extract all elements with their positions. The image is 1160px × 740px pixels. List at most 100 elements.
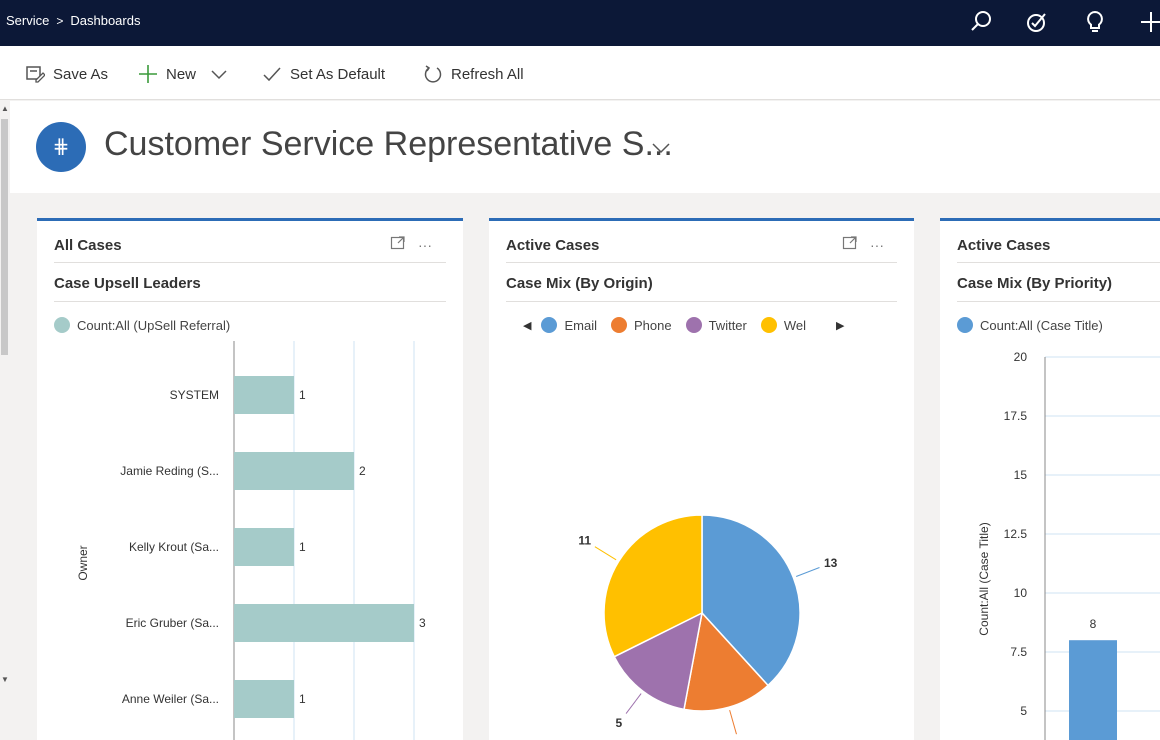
leader-line bbox=[625, 693, 642, 714]
upsell-leaders-card: All Cases ··· Case Upsell Leaders Count:… bbox=[37, 218, 463, 740]
command-bar: Save As New Set As Default Refresh All bbox=[0, 46, 1160, 100]
pie-slice bbox=[603, 514, 703, 658]
scroll-up-arrow-icon[interactable]: ▲ bbox=[1, 104, 9, 113]
category-label: Anne Weiler (Sa... bbox=[122, 692, 219, 706]
expand-chart-icon[interactable] bbox=[390, 235, 406, 254]
legend-swatch bbox=[957, 317, 973, 333]
legend-item-web: Wel bbox=[760, 317, 807, 333]
chart-title: Case Upsell Leaders bbox=[54, 275, 201, 292]
legend-item-phone: Phone bbox=[610, 317, 672, 333]
bar bbox=[234, 680, 294, 718]
scroll-down-arrow-icon[interactable]: ▼ bbox=[1, 675, 9, 684]
divider bbox=[957, 301, 1160, 302]
lightbulb-icon[interactable] bbox=[1082, 9, 1108, 35]
add-icon[interactable] bbox=[1138, 9, 1160, 35]
upsell-bar-chart: SYSTEM 1 Jamie Reding (S... 2 Kelly Krout (S… bbox=[76, 341, 426, 740]
tick-label: 15 bbox=[1014, 468, 1028, 482]
more-options-icon[interactable]: ··· bbox=[870, 236, 884, 253]
category-label: Kelly Krout (Sa... bbox=[129, 540, 219, 554]
tick-label: 17.5 bbox=[1004, 409, 1028, 423]
refresh-icon bbox=[423, 64, 443, 84]
task-check-icon[interactable] bbox=[1024, 9, 1050, 35]
dashboard-header: ⋕ Customer Service Representative S... bbox=[10, 101, 1160, 193]
dashboard-selector-chevron-icon[interactable] bbox=[650, 137, 672, 159]
data-label: 2 bbox=[359, 464, 366, 478]
card-tools: ··· bbox=[390, 235, 432, 254]
chart-legend: ◀ Email Phone Twitter Wel ▶ bbox=[513, 317, 855, 333]
data-label: 5 bbox=[615, 716, 622, 730]
data-label: 1 bbox=[299, 388, 306, 402]
bar bbox=[234, 528, 294, 566]
bar bbox=[1069, 640, 1117, 740]
y-axis-title: Owner bbox=[76, 545, 90, 580]
bar bbox=[234, 604, 414, 642]
set-as-default-button[interactable]: Set As Default bbox=[262, 63, 385, 85]
breadcrumb-separator: > bbox=[56, 13, 64, 28]
legend-label: Wel bbox=[783, 317, 807, 333]
legend-swatch bbox=[541, 317, 558, 333]
breadcrumb-dashboards-link[interactable]: Dashboards bbox=[70, 13, 141, 28]
expand-chart-icon[interactable] bbox=[842, 235, 858, 254]
chart-legend: Count:All (UpSell Referral) bbox=[54, 317, 230, 333]
case-mix-origin-card: Active Cases ··· Case Mix (By Origin) ◀ … bbox=[489, 218, 914, 740]
legend-item-email: Email bbox=[541, 317, 597, 333]
chevron-down-icon[interactable] bbox=[210, 65, 228, 83]
search-icon[interactable] bbox=[968, 9, 994, 35]
data-label: 1 bbox=[299, 692, 306, 706]
tick-label: 10 bbox=[1014, 586, 1028, 600]
data-label: 5 bbox=[736, 739, 743, 740]
legend-label: Email bbox=[564, 317, 597, 333]
legend-item-twitter: Twitter bbox=[685, 317, 747, 333]
data-label: 1 bbox=[299, 540, 306, 554]
y-axis-title: Count:All (Case Title) bbox=[977, 522, 991, 635]
divider bbox=[957, 262, 1160, 263]
save-as-label: Save As bbox=[53, 65, 109, 83]
plus-icon bbox=[138, 64, 158, 84]
legend-prev-arrow-icon[interactable]: ◀ bbox=[523, 319, 532, 332]
legend-swatch bbox=[54, 317, 70, 333]
chart-title: Case Mix (By Priority) bbox=[957, 275, 1113, 292]
pie-slice bbox=[701, 514, 801, 687]
legend-label: Twitter bbox=[708, 317, 747, 333]
breadcrumb: Service > Dashboards bbox=[6, 13, 140, 28]
legend-label: Count:All (Case Title) bbox=[980, 317, 1103, 333]
new-button[interactable]: New bbox=[138, 63, 228, 85]
data-label: 3 bbox=[419, 616, 426, 630]
divider bbox=[54, 301, 446, 302]
category-label: Eric Gruber (Sa... bbox=[126, 616, 219, 630]
legend-swatch bbox=[760, 317, 777, 333]
tick-label: 5 bbox=[1020, 704, 1027, 718]
refresh-all-label: Refresh All bbox=[451, 65, 524, 83]
priority-bar-chart: 5 7.5 10 12.5 15 17.5 20 8 Count:All (Case Title… bbox=[977, 350, 1160, 740]
card-entity-title: Active Cases bbox=[957, 237, 1051, 254]
top-nav-bar: Service > Dashboards bbox=[0, 0, 1160, 46]
refresh-all-button[interactable]: Refresh All bbox=[423, 63, 524, 85]
dashboard-title: Customer Service Representative S... bbox=[104, 125, 673, 163]
divider bbox=[54, 262, 446, 263]
divider bbox=[506, 301, 897, 302]
legend-swatch bbox=[610, 317, 627, 333]
bar bbox=[234, 376, 294, 414]
legend-label: Count:All (UpSell Referral) bbox=[77, 317, 231, 333]
category-label: Jamie Reding (S... bbox=[120, 464, 219, 478]
category-label: SYSTEM bbox=[170, 388, 219, 402]
card-entity-title: All Cases bbox=[54, 237, 122, 254]
scrollbar-thumb[interactable] bbox=[1, 119, 8, 355]
chart-legend: Count:All (Case Title) bbox=[957, 317, 1103, 333]
origin-pie-chart: 13 5 5 11 bbox=[578, 514, 838, 740]
more-options-icon[interactable]: ··· bbox=[418, 236, 432, 253]
case-mix-priority-card: Active Cases Case Mix (By Priority) Coun… bbox=[940, 218, 1160, 740]
vertical-scrollbar[interactable]: ▲ ▼ bbox=[0, 101, 9, 740]
save-as-button[interactable]: Save As bbox=[25, 63, 108, 85]
checkmark-icon bbox=[262, 64, 282, 84]
new-label: New bbox=[166, 65, 197, 83]
legend-next-arrow-icon[interactable]: ▶ bbox=[836, 319, 845, 332]
legend-label: Phone bbox=[633, 317, 672, 333]
data-label: 11 bbox=[578, 533, 591, 547]
tick-label: 12.5 bbox=[1004, 527, 1028, 541]
breadcrumb-service-link[interactable]: Service bbox=[6, 13, 50, 28]
set-as-default-label: Set As Default bbox=[290, 65, 386, 83]
tick-label: 20 bbox=[1014, 350, 1028, 364]
leader-line bbox=[729, 710, 737, 735]
tick-label: 7.5 bbox=[1010, 645, 1027, 659]
